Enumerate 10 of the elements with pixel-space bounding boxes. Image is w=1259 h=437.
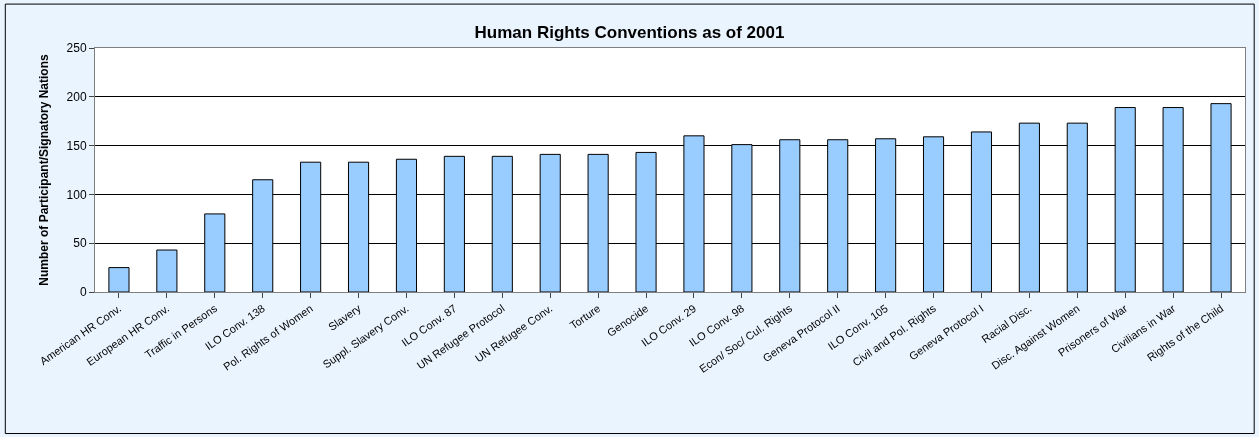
chart-title: Human Rights Conventions as of 2001 <box>474 23 785 43</box>
y-tick-label: 0 <box>79 285 87 300</box>
y-tick-label: 150 <box>66 138 87 153</box>
bar <box>108 267 130 292</box>
y-tick-label: 200 <box>66 90 87 104</box>
y-tick-label: 100 <box>66 187 87 202</box>
y-tick-label: 50 <box>73 236 87 251</box>
y-axis-title: Number of Participant/Signatory Nations <box>36 54 51 286</box>
y-tick-label: 250 <box>66 41 87 56</box>
bar <box>156 249 178 292</box>
